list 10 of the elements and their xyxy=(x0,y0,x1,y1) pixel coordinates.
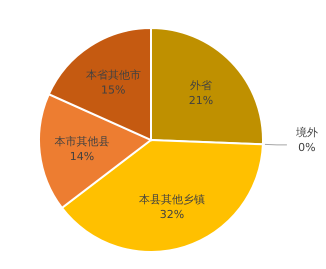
slice-label: 本县其他乡镇 xyxy=(138,193,205,206)
slice-label: 本市其他县 xyxy=(54,134,110,148)
data-label: 15% xyxy=(101,84,126,97)
slice-label: 本省其他市 xyxy=(86,68,141,82)
slice-label: 外省 xyxy=(190,78,212,92)
text: 0% xyxy=(298,140,316,154)
data-label: 32% xyxy=(160,208,184,222)
data-label: 21% xyxy=(188,94,214,107)
category-label: 境外 xyxy=(296,126,318,139)
data-label: 14% xyxy=(70,150,94,163)
